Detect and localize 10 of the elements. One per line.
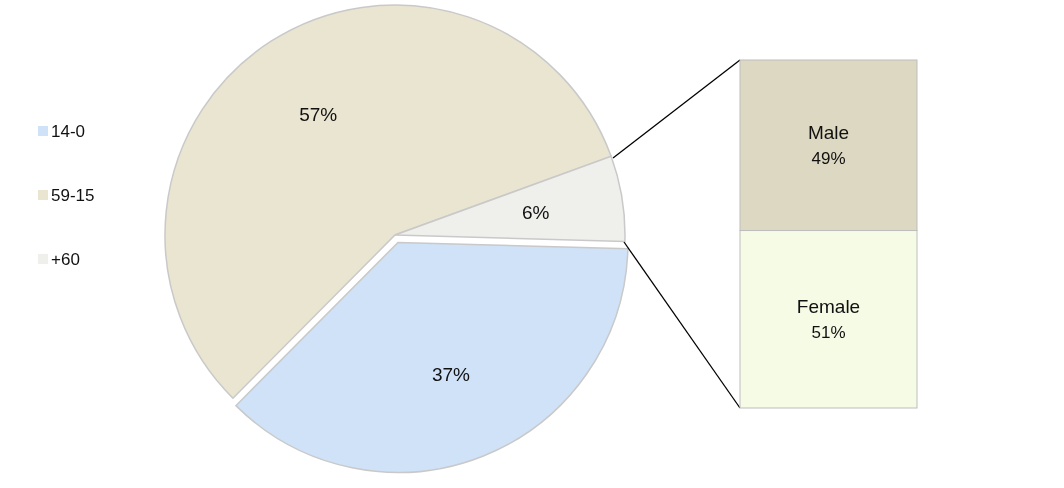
series-label: Male [807,121,850,143]
data-label: 49% [811,148,846,168]
legend-label: 59-15 [51,185,95,205]
data-label: 57% [299,104,338,126]
data-label: 6% [522,201,550,223]
data-label: 37% [431,364,471,386]
legend-label: +60 [51,249,80,269]
series-label: Female [796,295,861,317]
data-label: 51% [811,322,846,342]
legend-label: 14-0 [51,121,86,141]
